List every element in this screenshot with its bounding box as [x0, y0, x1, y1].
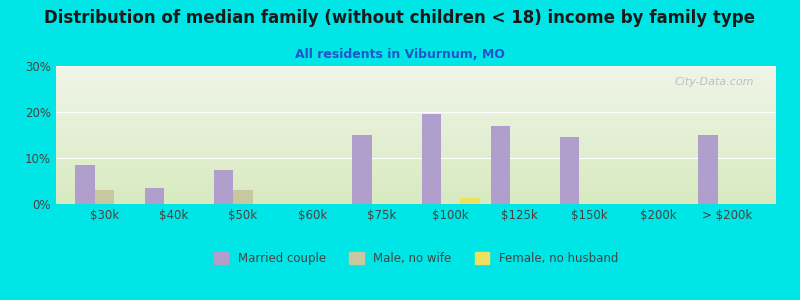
Text: All residents in Viburnum, MO: All residents in Viburnum, MO: [295, 48, 505, 61]
Bar: [145, 188, 164, 204]
Text: Distribution of median family (without children < 18) income by family type: Distribution of median family (without c…: [45, 9, 755, 27]
Text: City-Data.com: City-Data.com: [675, 77, 754, 87]
Legend: Married couple, Male, no wife, Female, no husband: Married couple, Male, no wife, Female, n…: [210, 248, 622, 270]
Bar: [94, 190, 114, 204]
Bar: [75, 165, 94, 204]
Bar: [422, 114, 441, 204]
Bar: [490, 126, 510, 204]
Bar: [460, 199, 480, 204]
Bar: [352, 135, 372, 204]
Bar: [234, 190, 253, 204]
Bar: [698, 135, 718, 204]
Bar: [214, 169, 234, 204]
Bar: [560, 137, 579, 204]
